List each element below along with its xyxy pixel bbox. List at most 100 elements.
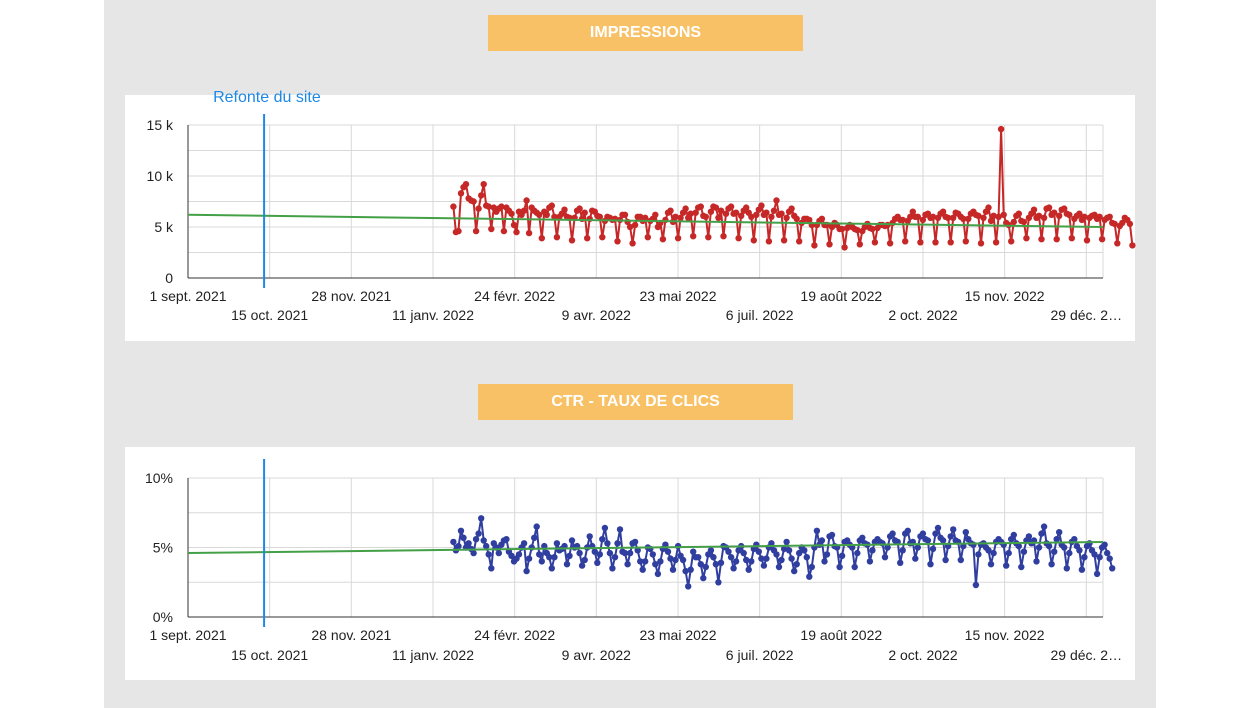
series-line bbox=[452, 128, 1134, 249]
data-point bbox=[674, 235, 682, 242]
x-tick-label: 23 mai 2022 bbox=[639, 288, 716, 304]
x-tick-label: 24 févr. 2022 bbox=[474, 627, 555, 643]
data-point bbox=[965, 215, 972, 222]
data-point bbox=[629, 240, 636, 247]
data-point bbox=[631, 538, 639, 546]
data-point bbox=[690, 548, 697, 555]
data-point bbox=[914, 544, 921, 551]
data-point bbox=[793, 561, 800, 568]
data-point bbox=[727, 203, 735, 210]
data-point bbox=[478, 515, 485, 522]
data-point bbox=[614, 540, 621, 547]
data-point bbox=[520, 207, 528, 214]
impressions-chart-card: 0 5 k 10 k 15 k 1 sept. 2021 28 nov. 2021 24 f… bbox=[125, 89, 1136, 341]
x-tick-label: 15 oct. 2021 bbox=[231, 307, 308, 323]
data-point bbox=[730, 565, 737, 572]
data-point bbox=[498, 203, 505, 210]
data-point bbox=[806, 573, 813, 580]
data-point bbox=[871, 239, 879, 246]
data-point bbox=[980, 214, 987, 221]
data-point bbox=[631, 221, 639, 229]
data-point bbox=[591, 548, 598, 555]
data-point bbox=[942, 556, 949, 564]
data-point bbox=[785, 547, 793, 554]
y-tick-label: 5% bbox=[153, 540, 173, 556]
data-point bbox=[732, 209, 740, 216]
data-point bbox=[775, 563, 783, 571]
trend-line bbox=[187, 213, 1104, 228]
data-point bbox=[702, 213, 709, 220]
data-point bbox=[1023, 235, 1030, 242]
data-point bbox=[1025, 533, 1033, 540]
data-point bbox=[500, 227, 508, 235]
data-point bbox=[614, 238, 621, 245]
data-point bbox=[1083, 237, 1091, 244]
data-point bbox=[783, 214, 790, 221]
data-point bbox=[707, 547, 715, 554]
data-point bbox=[768, 540, 775, 547]
data-point bbox=[508, 210, 515, 217]
data-point bbox=[987, 217, 995, 225]
data-point bbox=[578, 562, 586, 569]
data-point bbox=[869, 225, 876, 233]
data-point bbox=[717, 559, 725, 566]
data-point bbox=[596, 213, 603, 220]
data-point bbox=[939, 208, 947, 215]
data-point bbox=[970, 541, 977, 548]
data-point bbox=[1038, 530, 1045, 537]
data-point bbox=[869, 547, 876, 554]
data-point bbox=[599, 234, 606, 241]
data-point bbox=[750, 237, 757, 244]
x-tick-label: 6 juil. 2022 bbox=[726, 307, 794, 323]
data-point bbox=[478, 192, 485, 199]
x-tick-label: 11 janv. 2022 bbox=[392, 307, 474, 323]
data-point bbox=[856, 241, 863, 248]
data-point bbox=[990, 549, 997, 557]
data-point bbox=[1096, 213, 1103, 220]
data-point bbox=[503, 536, 510, 543]
data-point bbox=[755, 548, 762, 555]
data-point bbox=[1018, 563, 1025, 571]
data-point bbox=[1066, 549, 1073, 557]
data-point bbox=[899, 547, 906, 554]
data-point bbox=[1053, 236, 1060, 243]
data-point bbox=[637, 558, 644, 565]
x-tick-label: 24 févr. 2022 bbox=[474, 288, 555, 304]
y-tick-label: 15 k bbox=[147, 117, 174, 133]
data-point bbox=[917, 239, 924, 246]
data-point bbox=[886, 240, 894, 247]
data-point bbox=[914, 213, 921, 220]
data-point bbox=[520, 540, 528, 547]
data-point bbox=[796, 238, 803, 245]
data-point bbox=[743, 204, 750, 211]
data-point bbox=[455, 227, 462, 235]
y-tick-label: 0 bbox=[165, 270, 173, 286]
data-point bbox=[854, 226, 861, 234]
data-point bbox=[1000, 211, 1007, 218]
data-point bbox=[823, 551, 831, 558]
data-point bbox=[1126, 220, 1134, 228]
data-point bbox=[475, 205, 482, 212]
data-point bbox=[962, 529, 969, 536]
data-point bbox=[788, 205, 795, 212]
data-point bbox=[601, 524, 609, 532]
x-tick-label: 23 mai 2022 bbox=[639, 627, 716, 643]
data-point bbox=[667, 555, 674, 562]
data-point bbox=[1015, 542, 1022, 550]
x-tick-label: 29 déc. 2… bbox=[1050, 307, 1122, 323]
data-point bbox=[538, 235, 545, 242]
data-point bbox=[1010, 218, 1017, 226]
data-point bbox=[1030, 206, 1038, 213]
data-point bbox=[1093, 570, 1101, 578]
y-tick-label: 10 k bbox=[147, 168, 174, 184]
x-tick-label: 9 avr. 2022 bbox=[562, 647, 631, 663]
x-tick-label: 15 oct. 2021 bbox=[231, 647, 308, 663]
data-point bbox=[626, 549, 634, 557]
data-point bbox=[700, 574, 707, 582]
impressions-banner: IMPRESSIONS bbox=[488, 15, 803, 51]
data-point bbox=[695, 554, 702, 561]
data-point bbox=[763, 555, 770, 562]
data-point bbox=[851, 563, 858, 571]
data-point bbox=[1096, 554, 1103, 561]
ctr-banner: CTR - TAUX DE CLICS bbox=[478, 384, 793, 420]
